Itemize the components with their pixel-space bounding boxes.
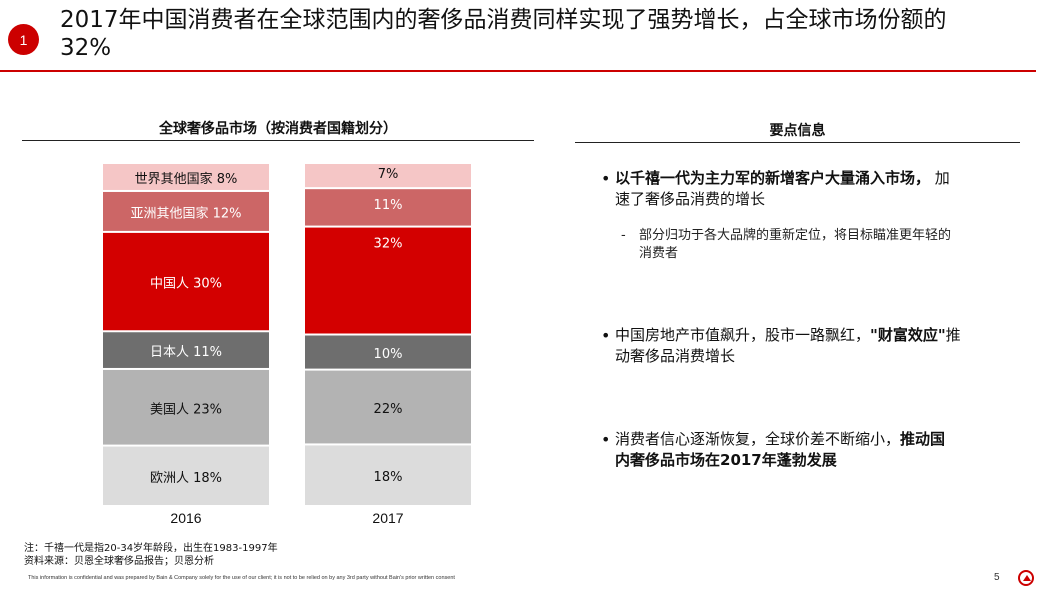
bullet-dot: •	[601, 326, 611, 345]
bullet-1-line2: 速了奢侈品消费的增长	[615, 190, 766, 208]
title-divider	[0, 70, 1036, 72]
bain-logo-icon	[1018, 570, 1034, 586]
bar-label-2016-3: 日本人 11%	[150, 345, 222, 360]
bar-label-2017-2: 22%	[374, 402, 403, 417]
section-number-badge: 1	[8, 24, 39, 55]
x-axis-label-2017: 2017	[372, 510, 403, 526]
bar-segment-2016-4	[103, 232, 269, 331]
page-title-line2: 32%	[60, 35, 112, 61]
key-info-title: 要点信息	[769, 123, 826, 139]
bar-label-2016-6: 世界其他国家 8%	[135, 171, 238, 187]
bar-label-2017-3: 10%	[374, 347, 403, 362]
bullet-3-pre: 消费者信心逐渐恢复，全球价差不断缩小，	[615, 430, 901, 448]
bar-segment-2017-3	[305, 335, 471, 369]
bullet-3-line2: 内奢侈品市场在2017年蓬勃发展	[615, 451, 837, 469]
bullet-2-post: 推	[945, 326, 961, 344]
page-number: 5	[994, 572, 1000, 583]
sub-bullet: - 部分归功于各大品牌的重新定位，将目标瞄准更年轻的 消费者	[621, 227, 1021, 261]
sub-bullet-line1: 部分归功于各大品牌的重新定位，将目标瞄准更年轻的	[639, 228, 952, 243]
page-title-line1: 2017年中国消费者在全球范围内的奢侈品消费同样实现了强势增长，占全球市场份额的	[60, 7, 947, 33]
bar-segment-2016-1	[103, 446, 269, 505]
bar-segment-2017-1	[305, 445, 471, 505]
bar-label-2017-4: 32%	[374, 237, 403, 252]
bullet-1-bold: 以千禧一代为主力军的新增客户大量涌入市场，	[615, 169, 931, 187]
bar-label-2016-5: 亚洲其他国家 12%	[130, 205, 241, 221]
sub-bullet-dash: -	[621, 228, 626, 243]
bar-segment-2017-2	[305, 370, 471, 444]
bar-label-2016-2: 美国人 23%	[150, 402, 222, 417]
bar-label-2016-4: 中国人 30%	[150, 277, 222, 292]
key-info-rule	[575, 142, 1020, 143]
bullet-2-line2: 动奢侈品消费增长	[615, 347, 736, 365]
bullet-dot: •	[601, 169, 611, 188]
bar-label-2017-5: 11%	[374, 198, 403, 213]
page-title: 2017年中国消费者在全球范围内的奢侈品消费同样实现了强势增长，占全球市场份额的…	[60, 6, 1040, 62]
bar-label-2017-1: 18%	[374, 470, 403, 485]
bar-segment-2017-5	[305, 189, 471, 226]
bullet-3-bold: 推动国	[900, 430, 946, 448]
chart-section-title: 全球奢侈品市场（按消费者国籍划分）	[159, 121, 397, 137]
chart-section-rule	[22, 140, 534, 141]
x-axis-label-2016: 2016	[170, 510, 201, 526]
bar-segment-2016-6	[103, 164, 269, 190]
bar-segment-2017-4	[305, 227, 471, 334]
bar-label-2016-1: 欧洲人 18%	[150, 471, 222, 486]
bullet-dot: •	[601, 430, 611, 449]
source-note: 资料来源：贝恩全球奢侈品报告；贝恩分析	[24, 556, 214, 567]
bullet-2-bold: "财富效应"	[870, 326, 946, 344]
sub-bullet-line2: 消费者	[639, 246, 679, 261]
bar-label-2017-6: 7%	[378, 167, 399, 182]
bar-segment-2016-5	[103, 191, 269, 231]
bar-segment-2016-2	[103, 369, 269, 445]
confidentiality-notice: This information is confidential and was…	[28, 575, 455, 581]
footnote: 注：千禧一代是指20-34岁年龄段，出生在1983-1997年	[24, 543, 278, 554]
bullet-2-pre: 中国房地产市值飙升，股市一路飘红，	[615, 326, 871, 344]
bar-segment-2017-6	[305, 164, 471, 188]
bullet-1-rest: 加	[930, 169, 950, 187]
bar-segment-2016-3	[103, 332, 269, 368]
